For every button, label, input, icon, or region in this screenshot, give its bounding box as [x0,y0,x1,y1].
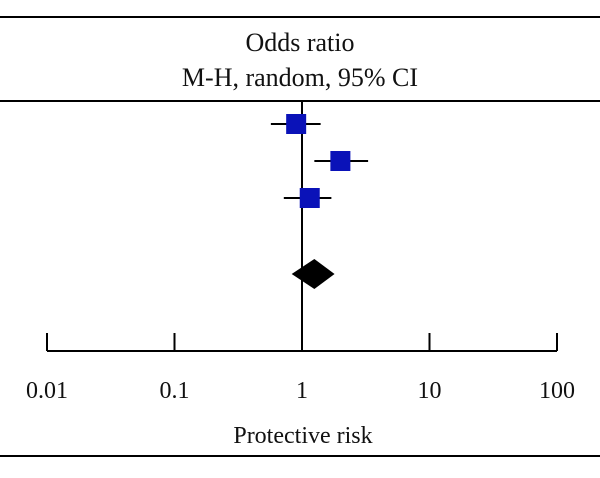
x-tick-label-3: 10 [418,378,442,404]
plot-area: 0.01 0.1 1 10 100 [26,101,575,404]
x-tick-label-2: 1 [296,378,308,404]
pooled-diamond [291,259,335,289]
x-tick-label-4: 100 [539,378,575,404]
header-subtitle: M-H, random, 95% CI [181,63,419,92]
x-axis-label: Protective risk [233,423,372,449]
study-marker-1 [330,151,351,171]
study-marker-2 [299,188,320,208]
study-marker-0 [286,114,307,134]
x-tick-label-1: 0.1 [160,378,190,404]
header-title: Odds ratio [245,28,355,57]
x-tick-label-0: 0.01 [26,378,68,404]
